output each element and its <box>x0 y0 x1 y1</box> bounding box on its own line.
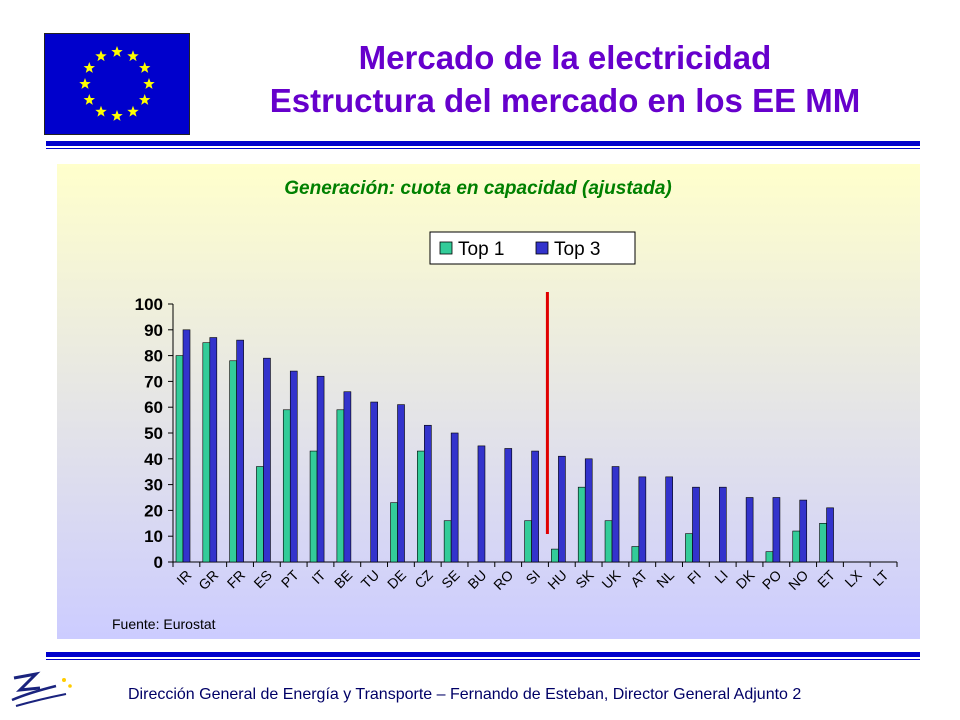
chart-bars <box>175 292 834 563</box>
bar-top1-SE <box>443 520 452 563</box>
flag-star-icon <box>111 110 123 121</box>
bar-top1-IT <box>309 450 318 563</box>
bar-top1-FI <box>685 533 693 563</box>
bar-top3-ES <box>263 357 271 563</box>
y-tick-label: 30 <box>144 476 163 495</box>
y-tick-label: 80 <box>144 347 163 366</box>
bar-top3-TU <box>370 401 379 563</box>
y-tick-label: 0 <box>154 553 163 572</box>
bar-top3-SE <box>450 432 459 563</box>
top-divider-thin <box>46 148 920 149</box>
bar-top1-DE <box>390 502 398 563</box>
flag-star-icon <box>143 78 155 89</box>
bar-top3-NL <box>665 476 673 563</box>
bar-top3-LI <box>718 486 727 563</box>
legend-swatch <box>535 241 549 255</box>
legend-label: Top 3 <box>554 239 600 260</box>
legend-label: Top 1 <box>458 239 504 260</box>
flag-star-icon <box>111 46 123 57</box>
bar-top3-IT <box>316 375 325 563</box>
y-tick-label: 100 <box>135 295 163 314</box>
bar-top1-PO <box>765 551 774 563</box>
flag-star-icon <box>95 105 107 117</box>
title-line-1: Mercado de la electricidad <box>358 39 772 76</box>
chart-legend: Top 1 Top 3 <box>429 231 636 265</box>
bar-top3-HU <box>558 455 566 563</box>
bar-top1-UK <box>604 520 613 563</box>
flag-star-icon <box>79 78 91 89</box>
flag-star-icon <box>83 94 95 105</box>
flag-star-icon <box>127 50 139 62</box>
bar-top3-SK <box>584 458 593 563</box>
bar-top3-BE <box>343 391 352 563</box>
top-divider <box>46 141 920 146</box>
bar-top1-PT <box>282 409 291 563</box>
bar-top1-ES <box>256 466 264 563</box>
flag-star-icon <box>139 94 151 105</box>
flag-star-icon <box>95 50 107 62</box>
bar-top1-SI <box>524 520 532 563</box>
bar-top3-SI <box>531 450 539 563</box>
bottom-divider <box>46 652 920 657</box>
slide-footer: Dirección General de Energía y Transport… <box>128 686 802 703</box>
chart: Generación: cuota en capacidad (ajustada… <box>57 164 920 639</box>
y-tick-label: 10 <box>144 527 163 546</box>
bar-top3-NO <box>799 499 808 563</box>
bar-top3-AT <box>638 476 647 563</box>
y-tick-label: 70 <box>144 372 163 391</box>
bar-top1-GR <box>202 342 211 563</box>
bar-top3-DK <box>745 497 754 563</box>
bar-top1-ET <box>819 522 827 563</box>
y-tick-label: 50 <box>144 424 163 443</box>
bar-top3-ET <box>826 507 834 563</box>
bar-top1-HU <box>551 548 559 563</box>
bar-top1-BE <box>336 409 345 563</box>
bar-top3-PO <box>772 497 781 563</box>
y-tick-label: 40 <box>144 450 163 469</box>
bar-top1-CZ <box>417 450 425 563</box>
bottom-divider-thin <box>46 659 920 660</box>
bar-top1-NO <box>792 530 801 563</box>
bar-top3-CZ <box>424 424 432 563</box>
chart-title: Generación: cuota en capacidad (ajustada… <box>284 178 672 199</box>
bar-top3-DE <box>397 404 405 563</box>
bar-top3-IR <box>182 329 191 563</box>
bar-top3-RO <box>504 448 513 563</box>
y-tick-label: 90 <box>144 321 163 340</box>
eu-flag-icon <box>44 33 190 135</box>
flag-star-icon <box>139 62 151 73</box>
flag-star-icon <box>83 62 95 73</box>
flag-star-icon <box>127 105 139 117</box>
dg-tren-logo-icon <box>6 668 76 712</box>
bar-top3-BU <box>477 445 486 563</box>
bar-top1-SK <box>577 486 586 563</box>
bar-top3-FR <box>236 339 244 563</box>
chart-source: Fuente: Eurostat <box>112 616 216 632</box>
y-tick-label: 60 <box>144 398 163 417</box>
legend-box <box>429 231 636 265</box>
bar-top1-FR <box>229 360 237 563</box>
bar-top1-IR <box>175 355 184 563</box>
bar-top3-FI <box>692 486 700 563</box>
slide-title: Mercado de la electricidad Estructura de… <box>200 36 930 122</box>
title-line-2: Estructura del mercado en los EE MM <box>269 82 861 119</box>
bar-top3-UK <box>611 466 620 563</box>
bar-top1-AT <box>631 546 640 563</box>
y-tick-label: 20 <box>144 501 163 520</box>
bar-top3-GR <box>209 337 218 563</box>
legend-swatch <box>439 241 453 255</box>
bar-top3-PT <box>289 370 298 563</box>
chart-panel: Generación: cuota en capacidad (ajustada… <box>57 164 920 639</box>
